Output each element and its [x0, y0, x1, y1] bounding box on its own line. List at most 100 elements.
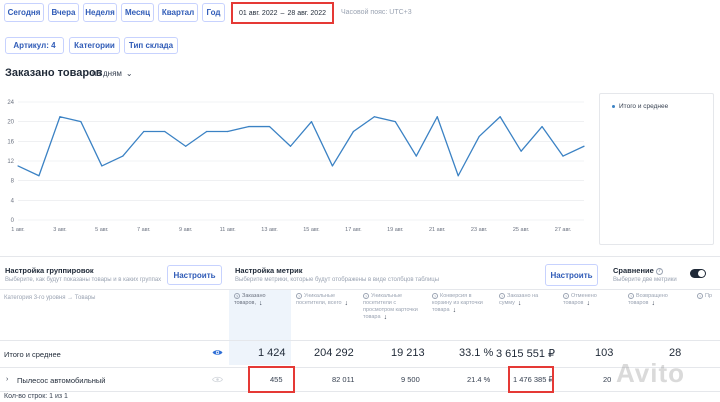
eye-icon[interactable]	[212, 349, 223, 356]
col-label: Конверсия в корзину из карточки товара	[432, 293, 483, 313]
table-header: Категория 3-го уровня → Товары	[0, 289, 720, 341]
expand-chevron-icon[interactable]: ›	[6, 376, 9, 383]
total-unique-visitors-card: 19 213	[391, 347, 425, 359]
sort-arrow-icon[interactable]: ↓	[586, 300, 590, 307]
period-month-button[interactable]: Месяц	[121, 3, 154, 22]
data-point[interactable]	[436, 116, 438, 118]
col-cancelled[interactable]: ? Отменено товаров ↓	[563, 293, 623, 307]
data-point[interactable]	[562, 155, 564, 157]
data-point[interactable]	[17, 165, 19, 167]
metrics-title: Настройка метрик	[235, 266, 303, 275]
sort-arrow-icon[interactable]: ↓	[517, 300, 522, 307]
data-point[interactable]	[520, 150, 522, 152]
timezone-label: Часовой пояс: UTC+3	[341, 9, 412, 16]
x-tick-label: 9 авг.	[179, 227, 193, 233]
data-point[interactable]	[247, 125, 250, 128]
period-yesterday-button[interactable]: Вчера	[48, 3, 79, 22]
chart-legend: Итого и среднее	[599, 93, 714, 245]
help-icon: ?	[234, 293, 240, 299]
data-point[interactable]	[583, 145, 585, 147]
metrics-subtitle: Выберите метрики, которые будут отображе…	[235, 277, 440, 283]
y-tick-label: 16	[7, 139, 14, 145]
sort-arrow-icon[interactable]: ↓	[383, 314, 388, 321]
data-point[interactable]	[289, 145, 292, 147]
data-point[interactable]	[38, 175, 40, 177]
data-point[interactable]	[164, 130, 166, 133]
granularity-label: по дням	[92, 69, 122, 78]
y-tick-label: 0	[11, 218, 15, 224]
help-icon: ?	[432, 293, 438, 299]
grouping-configure-button[interactable]: Настроить	[167, 265, 222, 285]
x-tick-label: 7 авг.	[137, 227, 151, 233]
data-point[interactable]	[415, 155, 417, 157]
x-tick-label: 3 авг.	[53, 227, 67, 233]
col-unique-visitors-card[interactable]: ? Уникальные посетители с просмотром карт…	[363, 293, 425, 321]
data-point[interactable]	[185, 145, 187, 147]
x-tick-label: 23 авг.	[471, 227, 488, 233]
data-point[interactable]	[206, 130, 208, 133]
col-ordered-items[interactable]: ? Заказано товаров, ↓	[234, 293, 289, 307]
data-point[interactable]	[373, 116, 375, 118]
filter-categories-button[interactable]: Категории	[69, 37, 120, 54]
period-year-button[interactable]: Год	[202, 3, 225, 22]
data-point[interactable]	[59, 116, 61, 118]
x-tick-label: 21 авг.	[429, 227, 446, 233]
filter-warehouse-type-button[interactable]: Тип склада	[124, 37, 178, 54]
avito-watermark: Avito	[616, 358, 685, 389]
date-range-picker[interactable]: 01 авг. 2022 – 28 авг. 2022	[231, 2, 334, 24]
y-tick-label: 4	[11, 198, 15, 204]
data-point[interactable]	[499, 116, 501, 118]
sort-arrow-icon[interactable]: ↓	[344, 300, 349, 307]
x-tick-label: 27 авг.	[555, 227, 572, 233]
sort-arrow-icon[interactable]: ↓	[259, 300, 263, 307]
col-unique-visitors[interactable]: ? Уникальные посетители, всего ↓	[296, 293, 356, 307]
total-returned: 28	[669, 347, 682, 359]
sort-arrow-icon[interactable]: ↓	[651, 300, 655, 307]
series-line[interactable]	[17, 116, 585, 177]
filter-article-button[interactable]: Артикул: 4	[5, 37, 64, 54]
col-label: Заказано товаров,	[234, 293, 266, 306]
comparison-toggle[interactable]	[690, 269, 706, 278]
col-label: Уникальные посетители с просмотром карто…	[363, 293, 418, 320]
sort-arrow-icon[interactable]: ↓	[452, 307, 457, 314]
category-header: Категория 3-го уровня → Товары	[4, 295, 96, 301]
data-point[interactable]	[101, 165, 103, 167]
col-order-sum[interactable]: ? Заказано на сумму ↓	[499, 293, 557, 307]
col-returned[interactable]: ? Возвращено товаров ↓	[628, 293, 688, 307]
data-point[interactable]	[541, 125, 543, 128]
data-point[interactable]	[310, 121, 313, 123]
data-point[interactable]	[122, 155, 124, 157]
help-icon: ?	[296, 293, 302, 299]
data-point[interactable]	[143, 130, 145, 133]
total-unique-visitors: 204 292	[314, 347, 354, 359]
period-week-button[interactable]: Неделя	[83, 3, 117, 22]
period-today-button[interactable]: Сегодня	[4, 3, 44, 22]
data-point[interactable]	[478, 135, 480, 138]
x-tick-label: 25 авг.	[513, 227, 530, 233]
data-point[interactable]	[268, 125, 271, 128]
data-point[interactable]	[352, 130, 355, 133]
metrics-configure-button[interactable]: Настроить	[545, 264, 598, 286]
data-point[interactable]	[394, 121, 396, 123]
x-tick-label: 13 авг.	[261, 227, 278, 233]
col-label: Возвращено товаров	[628, 293, 668, 306]
row-divider	[0, 367, 720, 368]
col-extra[interactable]: ? Пр	[697, 293, 719, 300]
help-icon: ?	[628, 293, 634, 299]
col-conversion[interactable]: ? Конверсия в корзину из карточки товара ↓	[432, 293, 492, 314]
product-row-label[interactable]: Пылесос автомобильный	[17, 376, 106, 385]
orders-line-chart: 0 4 8 12 16 20 24 1 авг. 3 авг. 5 авг. 7 авг. 9 авг…	[7, 100, 585, 233]
total-order-sum: 3 615 551 ₽	[496, 348, 555, 360]
total-cancelled: 103	[595, 347, 614, 359]
period-quarter-button[interactable]: Квартал	[158, 3, 198, 22]
help-icon[interactable]: ?	[655, 267, 663, 275]
granularity-select[interactable]: по дням ⌄	[92, 69, 133, 78]
legend-item[interactable]: Итого и среднее	[612, 103, 668, 110]
data-point[interactable]	[80, 121, 82, 123]
data-point[interactable]	[457, 175, 459, 177]
eye-icon[interactable]	[212, 376, 223, 383]
data-point[interactable]	[331, 165, 334, 167]
data-point[interactable]	[227, 130, 229, 133]
grouping-title: Настройка группировок	[5, 266, 94, 275]
row-divider	[0, 391, 720, 392]
